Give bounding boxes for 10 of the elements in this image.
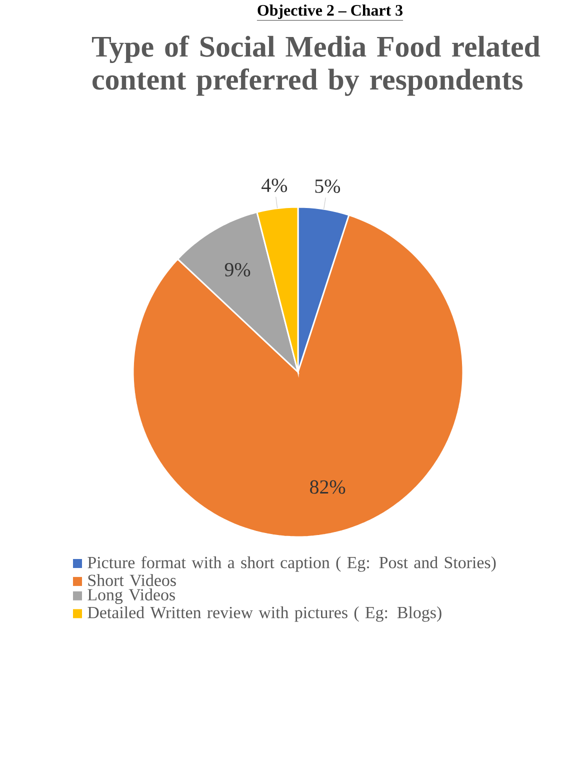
data-label: 5% (315, 179, 340, 193)
chart-title: Type of Social Media Food related content preferred by respondents (92, 36, 540, 96)
data-label: 9% (224, 262, 250, 276)
legend-label: Picture format with a short caption ( Eg: Post and Stories) (88, 556, 496, 572)
legend-label: Long Videos (88, 588, 175, 604)
data-label: 4% (262, 178, 288, 192)
data-label: 82% (310, 480, 346, 494)
legend-label: Short Videos (88, 574, 176, 586)
legend-label: Detailed Written review with pictures ( Eg: Blogs) (88, 606, 442, 622)
text: Objective 2 – Chart 3 (258, 4, 402, 19)
